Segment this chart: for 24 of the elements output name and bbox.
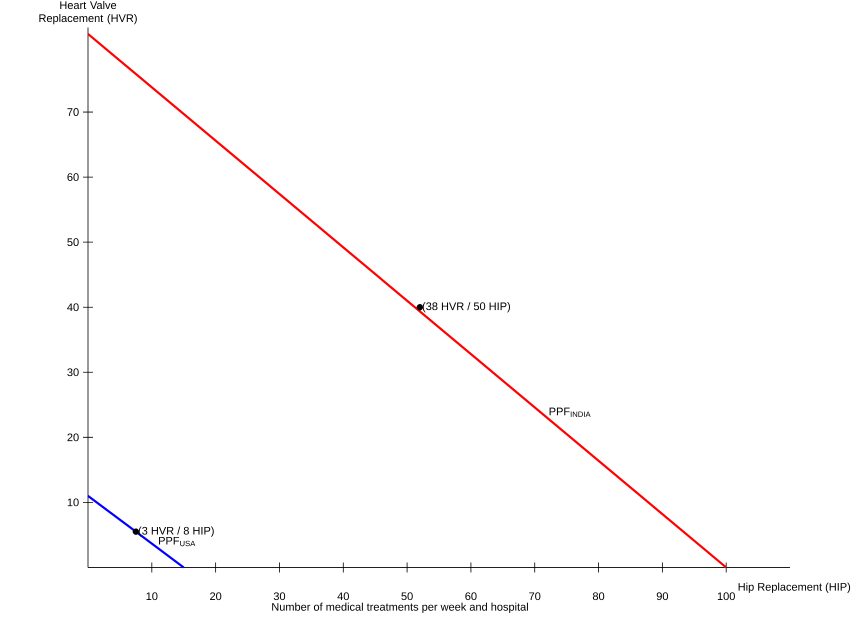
x-tick-label: 30 bbox=[274, 592, 286, 600]
series-label: PPF$_{USA}$ bbox=[159, 536, 196, 546]
annotation: (3 HVR / 8 HIP) bbox=[138, 526, 214, 537]
x-tick-label: 60 bbox=[465, 592, 477, 600]
y-tick-label: 60 bbox=[67, 172, 79, 181]
y-tick-label: 30 bbox=[67, 368, 79, 376]
y-tick-label: 40 bbox=[67, 303, 79, 311]
x-tick-label: 80 bbox=[592, 592, 604, 600]
annotation: (38 HVR / 50 HIP) bbox=[422, 302, 510, 312]
y-tick-label: 70 bbox=[67, 108, 79, 116]
x-tick-label: 50 bbox=[401, 592, 413, 600]
y-axis-title: Heart Valve Replacement (HVR) bbox=[39, 0, 137, 24]
series-label: PPF$_{INDIA}$ bbox=[550, 407, 591, 417]
x-tick-label: 70 bbox=[529, 592, 540, 600]
text: Number of medical treatments per week and hospital bbox=[272, 602, 528, 613]
x-tick-label: 40 bbox=[337, 592, 349, 600]
x-tick-label: 10 bbox=[146, 592, 158, 600]
y-tick-label: 10 bbox=[68, 498, 79, 506]
y-tick-label: 20 bbox=[67, 433, 79, 442]
x-tick-label: 90 bbox=[656, 592, 668, 600]
y-tick-label: 50 bbox=[67, 238, 79, 246]
x-tick-label: 100 bbox=[718, 592, 735, 600]
x-axis-title: Hip Replacement (HIP) bbox=[738, 582, 850, 593]
x-tick-label: 20 bbox=[210, 592, 222, 600]
